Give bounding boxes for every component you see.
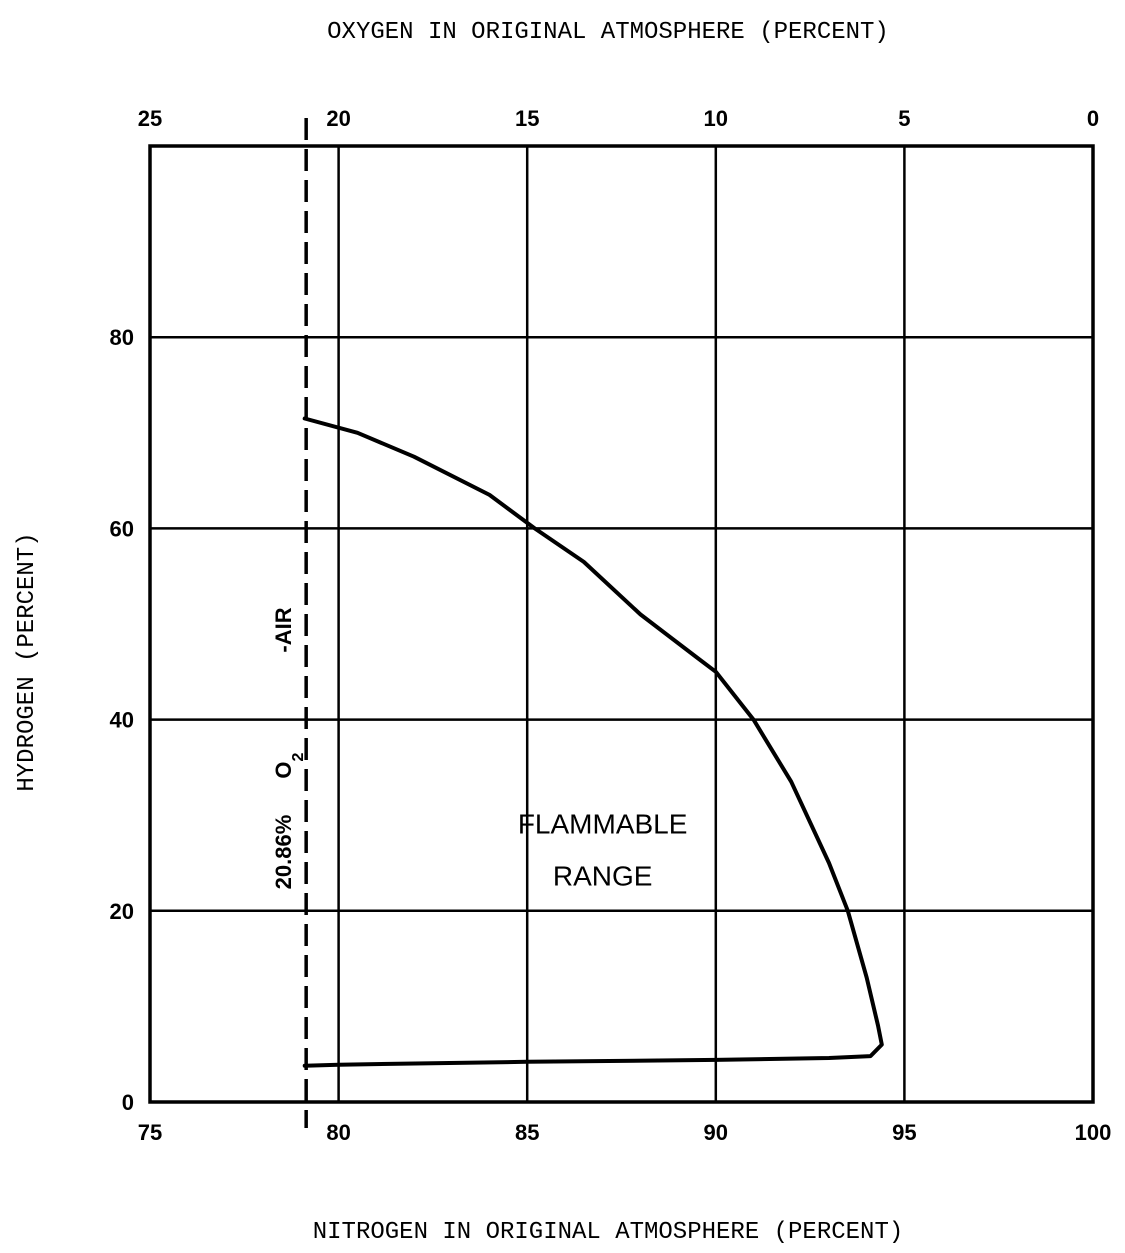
region-label-range: RANGE — [553, 860, 653, 891]
top-tick-label: 5 — [898, 106, 910, 131]
y-tick-label: 40 — [110, 708, 134, 733]
air-label-air: -AIR — [271, 607, 296, 652]
top-tick-label: 0 — [1087, 106, 1099, 131]
flammability-boundary-curve — [302, 416, 884, 1068]
air-label-percent: 20.86% — [271, 815, 296, 890]
y-tick-label: 80 — [110, 325, 134, 350]
air-line-label: 20.86% O 2 -AIR — [271, 607, 307, 889]
top-tick-label: 20 — [326, 106, 350, 131]
y-tick-labels: 0 20 40 60 80 — [110, 325, 134, 1115]
x-tick-label: 95 — [892, 1120, 916, 1145]
plot-frame — [148, 144, 1095, 1104]
x-tick-label: 100 — [1075, 1120, 1112, 1145]
y-tick-label: 20 — [110, 899, 134, 924]
top-tick-label: 15 — [515, 106, 539, 131]
x-tick-label: 90 — [704, 1120, 728, 1145]
y-axis-title: HYDROGEN (PERCENT) — [14, 532, 41, 791]
top-axis-title: OXYGEN IN ORIGINAL ATMOSPHERE (PERCENT) — [327, 19, 889, 46]
air-label-subscript: 2 — [290, 752, 307, 761]
top-tick-labels: 25 20 15 10 5 0 — [138, 106, 1099, 131]
top-tick-label: 25 — [138, 106, 162, 131]
top-tick-label: 10 — [704, 106, 728, 131]
y-tick-label: 0 — [122, 1090, 134, 1115]
y-tick-label: 60 — [110, 516, 134, 541]
x-tick-label: 85 — [515, 1120, 539, 1145]
x-axis-title: NITROGEN IN ORIGINAL ATMOSPHERE (PERCENT… — [313, 1219, 904, 1246]
x-tick-label: 75 — [138, 1120, 162, 1145]
air-label-o: O — [271, 761, 296, 778]
region-label-flammable: FLAMMABLE — [518, 808, 688, 839]
x-tick-label: 80 — [326, 1120, 350, 1145]
x-tick-labels: 75 80 85 90 95 100 — [138, 1120, 1112, 1145]
